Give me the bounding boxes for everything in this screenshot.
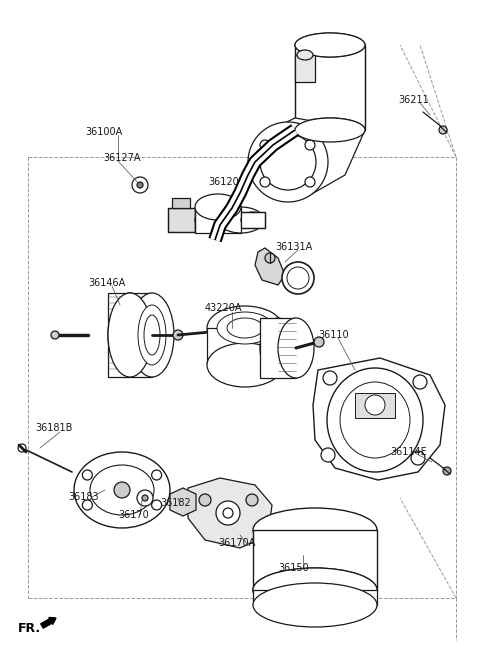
Ellipse shape <box>195 194 241 220</box>
Bar <box>172 198 190 208</box>
Polygon shape <box>253 590 377 605</box>
Circle shape <box>152 500 162 510</box>
Circle shape <box>152 470 162 480</box>
Text: 36114E: 36114E <box>390 447 427 457</box>
Circle shape <box>323 371 337 385</box>
Ellipse shape <box>260 318 296 378</box>
FancyArrow shape <box>41 618 56 628</box>
Ellipse shape <box>74 452 170 528</box>
Circle shape <box>443 467 451 475</box>
Ellipse shape <box>278 318 314 378</box>
Polygon shape <box>313 358 445 480</box>
Text: 43220A: 43220A <box>205 303 242 313</box>
Text: 36110: 36110 <box>318 330 348 340</box>
Text: 36120: 36120 <box>208 177 239 187</box>
Ellipse shape <box>295 33 365 57</box>
Text: 36211: 36211 <box>398 95 429 105</box>
Ellipse shape <box>260 134 316 190</box>
Ellipse shape <box>218 207 264 233</box>
Circle shape <box>282 262 314 294</box>
Polygon shape <box>255 118 365 195</box>
Circle shape <box>439 126 447 134</box>
Ellipse shape <box>327 368 423 472</box>
Polygon shape <box>241 212 265 228</box>
Polygon shape <box>260 318 296 378</box>
Ellipse shape <box>108 293 152 377</box>
Ellipse shape <box>297 50 313 60</box>
Ellipse shape <box>90 465 154 515</box>
Ellipse shape <box>248 122 328 202</box>
Circle shape <box>321 448 335 462</box>
Ellipse shape <box>195 207 241 233</box>
Circle shape <box>413 375 427 389</box>
Ellipse shape <box>340 382 410 458</box>
Ellipse shape <box>295 118 365 142</box>
Circle shape <box>142 495 148 501</box>
Polygon shape <box>188 478 272 548</box>
Circle shape <box>137 182 143 188</box>
Circle shape <box>411 451 425 465</box>
Circle shape <box>365 395 385 415</box>
Ellipse shape <box>253 568 377 612</box>
Ellipse shape <box>108 293 152 377</box>
Circle shape <box>83 500 92 510</box>
Polygon shape <box>108 293 152 377</box>
Text: FR.: FR. <box>18 622 41 635</box>
Ellipse shape <box>295 118 365 142</box>
Ellipse shape <box>138 305 166 365</box>
Circle shape <box>260 140 270 150</box>
Ellipse shape <box>295 33 365 57</box>
Circle shape <box>51 331 59 339</box>
Circle shape <box>305 140 315 150</box>
Circle shape <box>216 501 240 525</box>
Polygon shape <box>295 55 315 82</box>
Circle shape <box>83 470 92 480</box>
Text: 36170A: 36170A <box>218 538 255 548</box>
Circle shape <box>314 337 324 347</box>
Polygon shape <box>355 393 395 418</box>
Text: 36170: 36170 <box>118 510 149 520</box>
Polygon shape <box>170 488 196 516</box>
Ellipse shape <box>207 343 283 387</box>
Circle shape <box>246 494 258 506</box>
Text: 36182: 36182 <box>160 498 191 508</box>
Ellipse shape <box>130 293 174 377</box>
Circle shape <box>199 494 211 506</box>
Circle shape <box>173 330 183 340</box>
Polygon shape <box>207 328 283 365</box>
Circle shape <box>137 490 153 506</box>
Circle shape <box>18 444 26 452</box>
Text: 36146A: 36146A <box>88 278 125 288</box>
Text: 36183: 36183 <box>68 492 98 502</box>
Polygon shape <box>253 530 377 590</box>
Text: 36100A: 36100A <box>85 127 122 137</box>
Circle shape <box>265 253 275 263</box>
Polygon shape <box>168 208 195 232</box>
Circle shape <box>260 177 270 187</box>
Ellipse shape <box>241 212 265 228</box>
Text: 36127A: 36127A <box>103 153 141 163</box>
Circle shape <box>114 482 130 498</box>
Text: 36131A: 36131A <box>275 242 312 252</box>
Ellipse shape <box>144 315 160 355</box>
Ellipse shape <box>227 318 263 338</box>
Circle shape <box>305 177 315 187</box>
Ellipse shape <box>253 583 377 627</box>
Ellipse shape <box>253 568 377 612</box>
Text: 36150: 36150 <box>278 563 309 573</box>
Circle shape <box>223 508 233 518</box>
Ellipse shape <box>253 508 377 552</box>
Circle shape <box>287 267 309 289</box>
Ellipse shape <box>207 306 283 350</box>
Text: 36181B: 36181B <box>35 423 72 433</box>
Polygon shape <box>255 248 285 285</box>
Ellipse shape <box>217 312 273 344</box>
Polygon shape <box>295 45 365 130</box>
Circle shape <box>132 177 148 193</box>
Polygon shape <box>195 207 241 233</box>
